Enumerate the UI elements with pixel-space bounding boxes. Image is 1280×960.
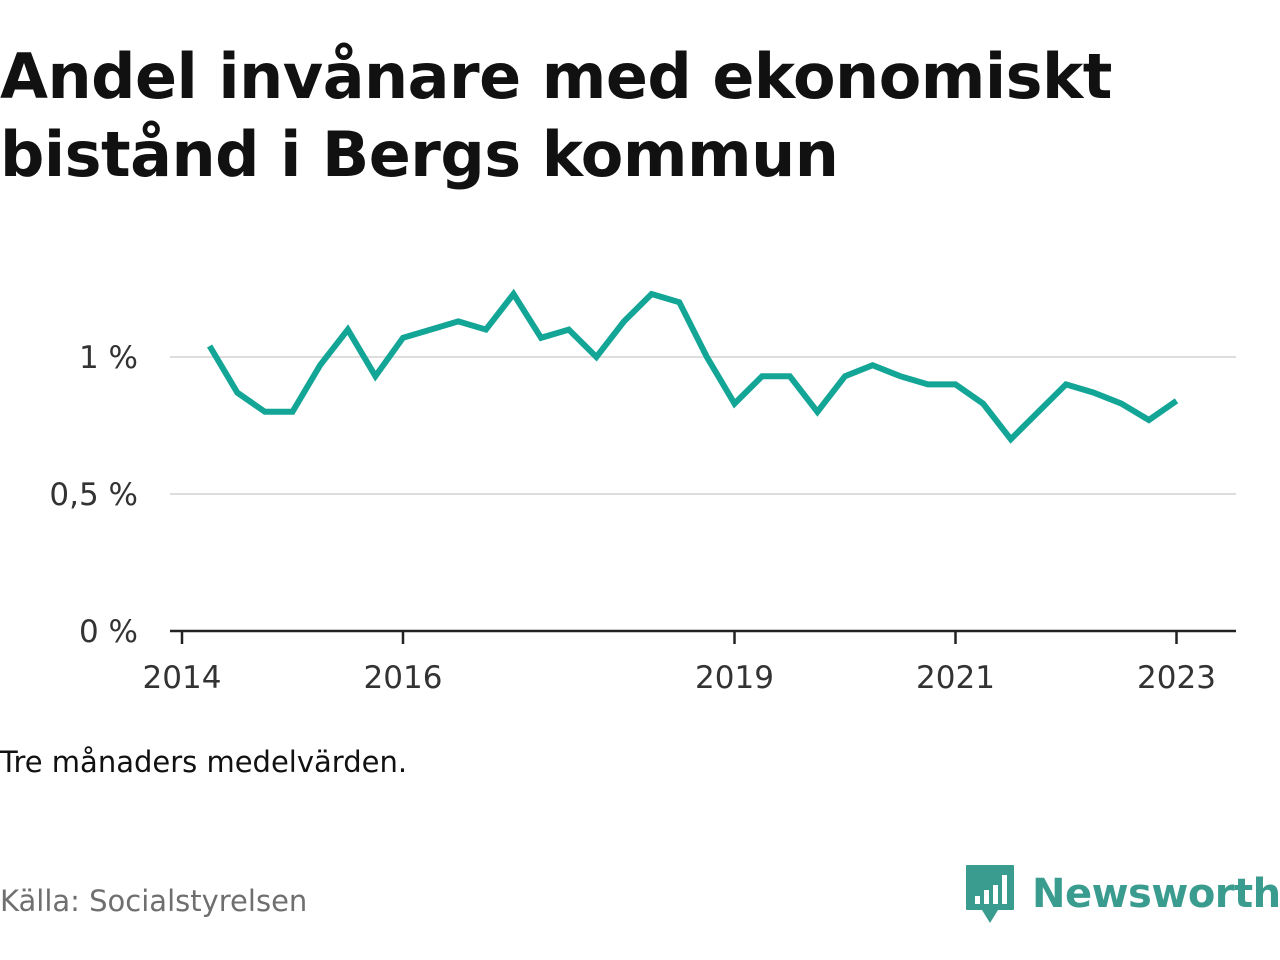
- series-line: [207, 288, 1179, 444]
- x-tick-label: 2019: [695, 660, 774, 696]
- x-tick-label: 2014: [143, 660, 222, 696]
- chart-title: Andel invånare med ekonomiskt bistånd i …: [0, 40, 1112, 191]
- line-chart: 0 % 0,5 % 1 % 2014 2016 2019 2021 2023: [49, 288, 1236, 696]
- gridlines: [170, 356, 1236, 495]
- x-axis-ticks: 2014 2016 2019 2021 2023: [143, 631, 1216, 696]
- brand-name: Newsworthy: [1032, 871, 1280, 917]
- chart-note: Tre månaders medelvärden.: [0, 745, 408, 779]
- y-tick-label: 1 %: [79, 340, 138, 376]
- brand-logo[interactable]: Newsworthy: [964, 862, 1280, 926]
- newsworthy-logo-icon: [966, 865, 1014, 923]
- series-layer: [207, 288, 1179, 444]
- x-tick-label: 2016: [364, 660, 443, 696]
- y-tick-label: 0,5 %: [49, 477, 138, 513]
- y-tick-label: 0 %: [79, 614, 138, 650]
- x-tick-label: 2021: [916, 660, 995, 696]
- source-label: Källa: Socialstyrelsen: [0, 884, 308, 918]
- y-axis-ticks: 0 % 0,5 % 1 %: [49, 340, 138, 650]
- x-tick-label: 2023: [1137, 660, 1216, 696]
